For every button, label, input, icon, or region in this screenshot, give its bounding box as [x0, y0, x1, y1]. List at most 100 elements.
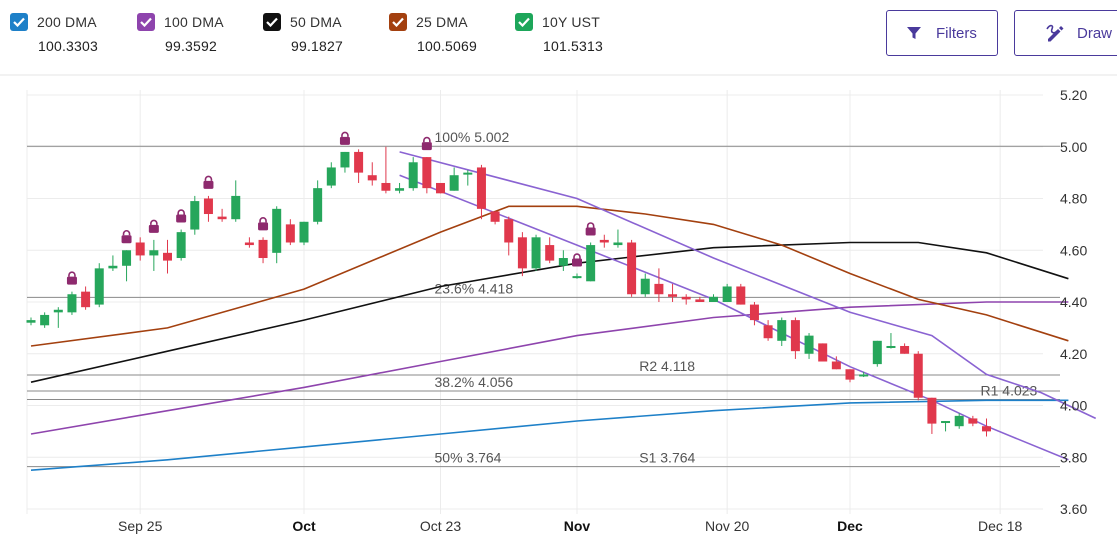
candle-body [886, 345, 896, 348]
y-tick-label: 5.00 [1060, 139, 1087, 155]
candle-body [504, 219, 514, 243]
candle-body [790, 320, 800, 352]
candle-body [941, 421, 951, 424]
legend-item-10y-ust[interactable]: 10Y UST 101.5313 [515, 12, 603, 54]
lock-icon [572, 253, 582, 267]
candle-body [749, 304, 759, 321]
legend-value: 99.3592 [165, 38, 218, 54]
candle-body [40, 314, 50, 326]
lock-icon [148, 219, 159, 233]
x-tick-label: Nov 20 [705, 518, 750, 534]
candle-body [176, 232, 186, 259]
x-tick-label: Nov [564, 518, 591, 534]
lock-icon [258, 217, 269, 231]
moving-average-lines [30, 151, 1097, 471]
candle-body [244, 242, 254, 246]
check-icon [266, 17, 278, 27]
series-line-channel-lower [399, 174, 1069, 461]
candle-body [217, 216, 227, 220]
series-line-25-dma [30, 205, 1069, 347]
series-line-200-dma [30, 399, 1069, 471]
candle-body [558, 258, 568, 266]
draw-button[interactable]: Draw [1014, 10, 1117, 56]
lock-body [258, 222, 269, 231]
candle-body [285, 224, 295, 243]
filters-button-label: Filters [936, 24, 977, 42]
lock-body [148, 224, 159, 233]
lock-shackle [122, 230, 131, 236]
candle-body [804, 335, 814, 354]
x-tick-label: Oct [292, 518, 316, 534]
candle-body [94, 268, 104, 305]
lock-shackle [177, 209, 185, 215]
lock-body [203, 180, 214, 189]
y-tick-label: 4.40 [1060, 294, 1087, 310]
legend-label: 25 DMA [416, 14, 468, 30]
filters-button[interactable]: Filters [886, 10, 998, 56]
y-tick-label: 3.60 [1060, 501, 1087, 517]
candle-body [872, 340, 882, 365]
level-label: 38.2% 4.056 [435, 374, 514, 390]
y-tick-label: 4.80 [1060, 191, 1087, 207]
candle-body [476, 167, 486, 209]
candle-body [831, 361, 841, 370]
series-line-100-dma [30, 301, 1069, 435]
candle-body [763, 325, 773, 339]
candle-body [927, 397, 937, 424]
candle-body [354, 151, 364, 173]
legend-item-50dma[interactable]: 50 DMA 99.1827 [263, 12, 343, 54]
candle-body [599, 239, 609, 243]
candle-body [395, 188, 405, 191]
legend-item-25dma[interactable]: 25 DMA 100.5069 [389, 12, 477, 54]
candle-body [627, 242, 637, 295]
candle-body [340, 151, 350, 168]
y-tick-label: 4.00 [1060, 398, 1087, 414]
candle-body [326, 167, 336, 186]
lock-markers [66, 131, 596, 285]
candle-body [613, 242, 623, 246]
lock-body [339, 136, 350, 145]
lock-body [121, 235, 132, 244]
lock-body [421, 142, 432, 151]
legend-value: 101.5313 [543, 38, 603, 54]
candle-body [681, 296, 691, 300]
candle-body [736, 286, 746, 305]
legend-label: 50 DMA [290, 14, 342, 30]
candle-body [108, 265, 118, 269]
x-tick-label: Sep 25 [118, 518, 163, 534]
legend-item-200dma[interactable]: 200 DMA 100.3303 [10, 12, 98, 54]
candle-body [517, 237, 527, 269]
x-axis: Sep 25 Oct Oct 23 Nov Nov 20 Dec Dec 18 [118, 518, 1023, 534]
lock-shackle [423, 136, 431, 143]
level-label: S1 3.764 [639, 450, 695, 466]
candle-body [422, 157, 432, 189]
candle-body [408, 162, 418, 189]
candle-body [449, 175, 459, 191]
legend-value: 100.5069 [417, 38, 477, 54]
checkbox-25dma[interactable] [389, 13, 407, 31]
checkbox-10y-ust[interactable] [515, 13, 533, 31]
y-tick-label: 4.20 [1060, 346, 1087, 362]
candle-body [982, 426, 991, 432]
candle-body [53, 309, 63, 313]
checkbox-200dma[interactable] [10, 13, 28, 31]
candle-body [163, 252, 172, 261]
level-label: 23.6% 4.418 [435, 280, 514, 296]
legend: 200 DMA 100.3303 100 DMA 99.3592 50 DMA … [0, 0, 880, 70]
candle-body [436, 182, 445, 194]
candle-body [258, 239, 268, 259]
checkbox-100dma[interactable] [137, 13, 155, 31]
candle-body [572, 276, 582, 279]
lock-icon [121, 230, 132, 244]
checkbox-50dma[interactable] [263, 13, 281, 31]
candle-body [272, 208, 282, 253]
candle-body [968, 418, 978, 424]
candle-body [954, 415, 964, 427]
fib-levels: 100% 5.002 23.6% 4.418 R2 4.118 38.2% 4.056… [27, 129, 1060, 468]
level-label: R2 4.118 [639, 358, 695, 374]
lock-body [66, 276, 77, 285]
legend-item-100dma[interactable]: 100 DMA 99.3592 [137, 12, 224, 54]
legend-label: 100 DMA [164, 14, 224, 30]
candle-body [313, 188, 323, 222]
